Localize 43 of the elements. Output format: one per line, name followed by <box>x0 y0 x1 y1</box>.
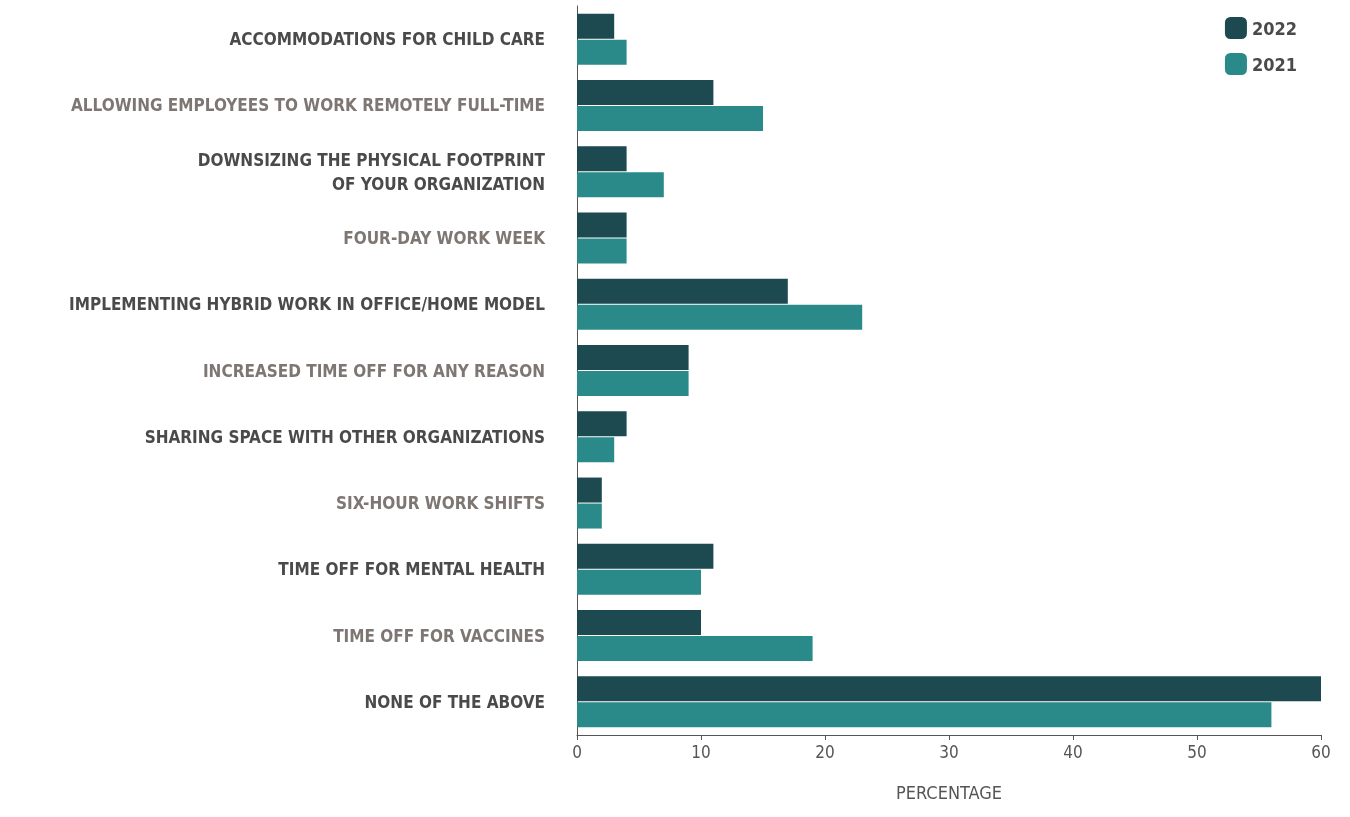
y-tick-label: TIME OFF FOR MENTAL HEALTH <box>278 559 545 580</box>
bar <box>577 411 627 437</box>
x-tick-label: 30 <box>939 741 959 762</box>
y-tick-label: SIX-HOUR WORK SHIFTS <box>335 493 545 514</box>
bar <box>577 676 1321 702</box>
x-axis-title: PERCENTAGE <box>895 781 1003 803</box>
x-tick-label: 40 <box>1063 741 1083 762</box>
bar <box>577 105 763 131</box>
bar <box>577 503 602 529</box>
x-tick-label: 10 <box>691 741 711 762</box>
y-tick-label: INCREASED TIME OFF FOR ANY REASON <box>202 360 545 381</box>
bar <box>577 345 689 370</box>
x-tick-label: 50 <box>1187 741 1207 762</box>
legend-label: 2021 <box>1251 53 1298 75</box>
bar <box>577 304 863 330</box>
bar <box>577 172 664 198</box>
bar <box>577 636 813 662</box>
bar <box>577 79 714 105</box>
y-tick-label: DOWNSIZING THE PHYSICAL FOOTPRINT OF YOUR ORGANIZATION <box>197 149 546 194</box>
bar <box>577 39 627 65</box>
y-tick-label: IMPLEMENTING HYBRID WORK IN OFFICE/HOME MODEL <box>69 294 546 315</box>
bar <box>577 610 701 636</box>
y-tick-label: TIME OFF FOR VACCINES <box>333 625 545 646</box>
legend-label: 2022 <box>1251 17 1298 39</box>
y-tick-label: FOUR-DAY WORK WEEK <box>343 227 547 248</box>
bar <box>577 13 615 39</box>
bar <box>577 543 714 569</box>
bar <box>577 238 627 264</box>
y-tick-label: ALLOWING EMPLOYEES TO WORK REMOTELY FULL-TIME <box>70 95 545 116</box>
bar <box>577 212 627 238</box>
x-tick-label: 0 <box>572 741 582 762</box>
bar <box>577 477 602 503</box>
bar <box>577 371 689 396</box>
y-tick-label: SHARING SPACE WITH OTHER ORGANIZATIONS <box>144 426 545 447</box>
bar <box>577 702 1272 728</box>
y-tick-label: NONE OF THE ABOVE <box>364 691 545 712</box>
bar <box>577 569 701 595</box>
bar <box>577 437 615 463</box>
y-tick-label: ACCOMMODATIONS FOR CHILD CARE <box>229 29 545 50</box>
x-tick-label: 20 <box>815 741 835 762</box>
x-tick-label: 60 <box>1311 741 1331 762</box>
bar <box>577 278 788 304</box>
bar <box>577 146 627 172</box>
